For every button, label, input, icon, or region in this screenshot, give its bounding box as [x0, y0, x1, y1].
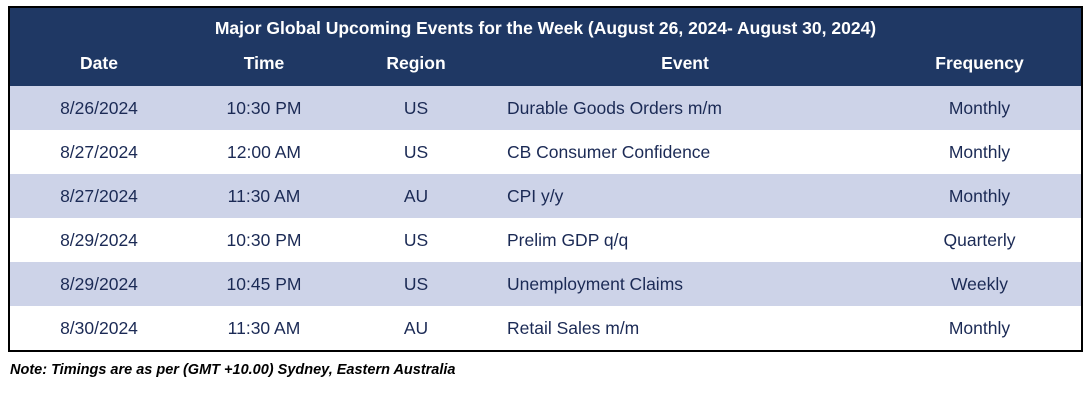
table-row: 8/27/2024 12:00 AM US CB Consumer Confid… [10, 130, 1081, 174]
table-row: 8/26/2024 10:30 PM US Durable Goods Orde… [10, 86, 1081, 130]
column-header-date: Date [80, 53, 118, 73]
column-header-time: Time [243, 53, 285, 73]
cell-date: 8/27/2024 [60, 185, 138, 206]
cell-date: 8/29/2024 [60, 273, 138, 294]
cell-frequency: Monthly [948, 185, 1011, 206]
table-row: 8/29/2024 10:45 PM US Unemployment Claim… [10, 262, 1081, 306]
cell-frequency: Monthly [948, 97, 1011, 118]
cell-event: Retail Sales m/m [507, 317, 640, 338]
cell-region: AU [403, 185, 429, 206]
cell-time: 10:30 PM [226, 97, 302, 118]
footnote: Note: Timings are as per (GMT +10.00) Sy… [10, 362, 456, 378]
cell-region: US [403, 97, 429, 118]
events-table: Major Global Upcoming Events for the Wee… [8, 6, 1083, 352]
table-body: 8/26/2024 10:30 PM US Durable Goods Orde… [10, 86, 1081, 350]
cell-region: US [403, 273, 429, 294]
table-row: 8/27/2024 11:30 AM AU CPI y/y Monthly [10, 174, 1081, 218]
cell-frequency: Monthly [948, 317, 1011, 338]
cell-event: Unemployment Claims [507, 273, 684, 294]
cell-event: CPI y/y [507, 185, 564, 206]
cell-event: CB Consumer Confidence [507, 141, 711, 162]
cell-region: AU [403, 317, 429, 338]
column-header-frequency: Frequency [935, 53, 1024, 73]
cell-date: 8/26/2024 [60, 97, 138, 118]
cell-event: Prelim GDP q/q [507, 229, 629, 250]
cell-region: US [403, 229, 429, 250]
cell-region: US [403, 141, 429, 162]
cell-time: 11:30 AM [227, 185, 301, 206]
cell-date: 8/29/2024 [60, 229, 138, 250]
cell-time: 10:30 PM [226, 229, 302, 250]
cell-frequency: Monthly [948, 141, 1011, 162]
cell-date: 8/27/2024 [60, 141, 138, 162]
column-header-region: Region [386, 53, 446, 73]
cell-time: 12:00 AM [227, 141, 301, 162]
column-header-event: Event [661, 53, 709, 73]
cell-date: 8/30/2024 [60, 317, 138, 338]
cell-time: 11:30 AM [227, 317, 301, 338]
table-header-row: Date Time Region Event Frequency [10, 45, 1081, 86]
cell-time: 10:45 PM [226, 273, 302, 294]
cell-event: Durable Goods Orders m/m [507, 97, 722, 118]
cell-frequency: Weekly [950, 273, 1009, 294]
cell-frequency: Quarterly [943, 229, 1016, 250]
table-title: Major Global Upcoming Events for the Wee… [10, 8, 1081, 45]
table-row: 8/30/2024 11:30 AM AU Retail Sales m/m M… [10, 306, 1081, 350]
table-row: 8/29/2024 10:30 PM US Prelim GDP q/q Qua… [10, 218, 1081, 262]
